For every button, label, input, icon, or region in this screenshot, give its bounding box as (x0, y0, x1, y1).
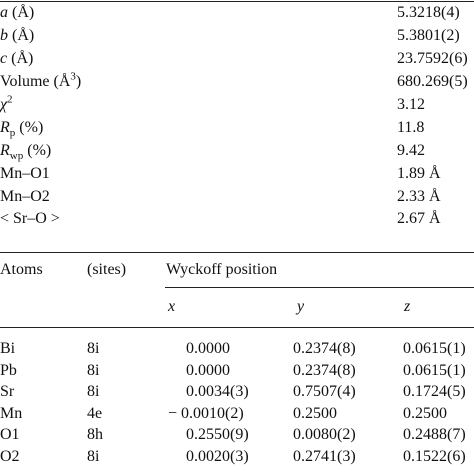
label-part: (%) (23, 142, 52, 159)
param-label: Rwp (%) (0, 141, 52, 163)
x-value: 0.2550(9) (186, 426, 249, 444)
param-label: Rp (%) (0, 118, 44, 140)
z-value: 0.0615(1) (403, 361, 466, 379)
site: 8i (87, 340, 100, 357)
param-label: Mn–O2 (0, 187, 50, 207)
param-value: 3.12 (397, 96, 425, 113)
y-value: 0.2374(8) (293, 361, 356, 379)
param-value: 5.3218(4) (397, 4, 460, 21)
x-value: 0.0000 (186, 361, 230, 379)
y-value: 0.2374(8) (293, 340, 356, 357)
header-y: y (297, 298, 305, 315)
param-label: χ2 (0, 93, 13, 115)
z-value: 0.1724(5) (403, 383, 466, 401)
label-part: < Sr–O > (0, 210, 60, 227)
atom: Pb (0, 361, 17, 379)
atom: Bi (0, 340, 16, 357)
header-atoms: Atoms (0, 261, 43, 278)
section-rule (0, 252, 474, 253)
header-z: z (404, 298, 411, 315)
site: 8i (87, 361, 100, 379)
label-part: Volume (Å (0, 73, 71, 90)
atom: Mn (0, 404, 23, 422)
top-rule (0, 1, 474, 2)
label-part: Mn–O2 (0, 188, 50, 205)
label-part: c (0, 50, 8, 67)
param-label: Volume (Å3) (0, 70, 82, 92)
label-part: R (0, 142, 10, 159)
label-part: p (9, 127, 16, 140)
z-value: 0.0615(1) (403, 340, 466, 357)
label-part: a (0, 4, 8, 21)
atom: O1 (0, 426, 20, 444)
z-value: 0.2500 (403, 404, 447, 422)
label-part: b (0, 27, 8, 44)
atom: O2 (0, 448, 20, 465)
param-value: 1.89 Å (397, 165, 441, 182)
param-value: 2.67 Å (397, 210, 441, 227)
header-wyckoff: Wyckoff position (166, 261, 278, 278)
x-value: − 0.0010(2) (168, 404, 244, 422)
y-value: 0.7507(4) (293, 383, 356, 401)
x-value: 0.0020(3) (186, 448, 249, 465)
param-value: 680.269(5) (397, 73, 468, 90)
param-value: 5.3801(2) (397, 27, 460, 44)
y-value: 0.2500 (293, 404, 337, 422)
y-value: 0.2741(3) (293, 448, 356, 465)
x-value: 0.0000 (186, 340, 230, 357)
header-rule (0, 327, 474, 328)
atom: Sr (0, 383, 15, 401)
y-value: 0.0080(2) (293, 426, 356, 444)
site: 4e (87, 404, 103, 422)
label-part: (Å) (8, 27, 35, 44)
param-label: a (Å) (0, 3, 34, 23)
label-part: Mn–O1 (0, 165, 50, 182)
param-value: 23.7592(6) (397, 50, 468, 67)
z-value: 0.2488(7) (403, 426, 466, 444)
label-part: wp (9, 150, 24, 163)
label-part: (Å) (8, 4, 35, 21)
label-part: (%) (15, 119, 44, 136)
header-x: x (168, 298, 176, 315)
label-part: ) (75, 73, 82, 90)
param-label: c (Å) (0, 49, 33, 69)
site: 8i (87, 383, 100, 401)
label-part: R (0, 119, 10, 136)
header-sites: (sites) (87, 261, 127, 278)
label-part: χ (0, 96, 8, 113)
site: 8h (87, 426, 103, 444)
label-part: 3 (70, 70, 76, 83)
param-value: 9.42 (397, 142, 425, 159)
label-part: 2 (7, 93, 13, 106)
param-value: 2.33 Å (397, 188, 441, 205)
param-label: < Sr–O > (0, 209, 60, 229)
wyckoff-rule (165, 287, 474, 288)
label-part: (Å) (7, 50, 34, 67)
param-label: Mn–O1 (0, 164, 50, 184)
param-label: b (Å) (0, 26, 34, 46)
param-value: 11.8 (397, 119, 425, 136)
x-value: 0.0034(3) (186, 383, 249, 401)
site: 8i (87, 448, 100, 465)
z-value: 0.1522(6) (403, 448, 466, 465)
